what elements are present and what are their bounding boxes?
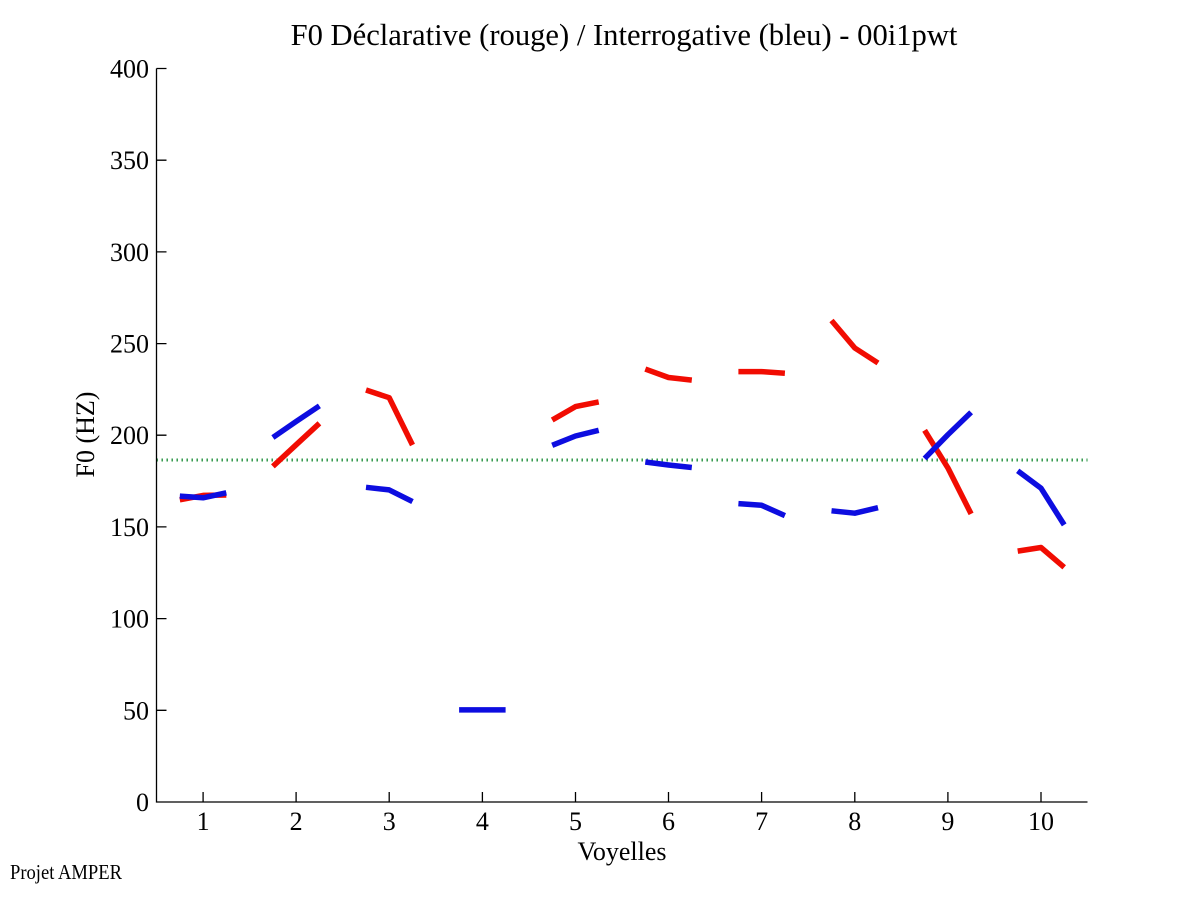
svg-text:9: 9 xyxy=(941,807,954,836)
svg-text:350: 350 xyxy=(110,146,149,175)
svg-text:F0 (HZ): F0 (HZ) xyxy=(71,392,100,478)
svg-text:5: 5 xyxy=(569,807,582,836)
svg-text:3: 3 xyxy=(383,807,396,836)
svg-text:10: 10 xyxy=(1028,807,1054,836)
svg-text:100: 100 xyxy=(110,605,149,634)
svg-text:1: 1 xyxy=(197,807,210,836)
svg-text:6: 6 xyxy=(662,807,675,836)
svg-text:Voyelles: Voyelles xyxy=(577,837,666,866)
svg-text:200: 200 xyxy=(110,421,149,450)
svg-text:2: 2 xyxy=(290,807,303,836)
svg-text:150: 150 xyxy=(110,513,149,542)
svg-text:50: 50 xyxy=(123,696,149,725)
svg-text:8: 8 xyxy=(848,807,861,836)
svg-text:7: 7 xyxy=(755,807,768,836)
svg-text:0: 0 xyxy=(136,788,149,817)
svg-text:400: 400 xyxy=(110,55,149,84)
svg-text:250: 250 xyxy=(110,330,149,359)
svg-text:F0 Déclarative (rouge) / Inter: F0 Déclarative (rouge) / Interrogative (… xyxy=(291,18,958,52)
svg-text:4: 4 xyxy=(476,807,489,836)
svg-text:Projet AMPER: Projet AMPER xyxy=(10,860,122,884)
svg-text:300: 300 xyxy=(110,238,149,267)
